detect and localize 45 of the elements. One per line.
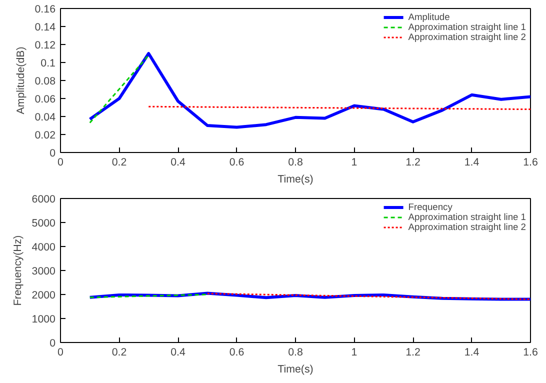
x-tick-label: 0 — [58, 346, 64, 358]
legend-label: Approximation straight line 1 — [408, 22, 526, 32]
x-axis-title: Time(s) — [278, 174, 314, 186]
y-tick-label: 0.08 — [34, 76, 56, 88]
y-tick-label: 3000 — [32, 266, 56, 278]
y-tick-label: 0 — [50, 148, 56, 160]
y-tick-label: 5000 — [32, 218, 56, 230]
y-tick-label: 2000 — [32, 290, 56, 302]
x-tick-label: 1.6 — [523, 346, 538, 358]
x-tick-label: 0 — [58, 156, 64, 168]
x-tick-label: 1.6 — [523, 156, 538, 168]
x-tick-label: 0.8 — [288, 156, 303, 168]
x-tick-label: 0.2 — [112, 346, 127, 358]
x-tick-label: 0.2 — [112, 156, 127, 168]
y-tick-label: 0 — [50, 338, 56, 350]
y-tick-label: 6000 — [32, 194, 56, 206]
x-tick-label: 1.2 — [406, 346, 420, 358]
x-tick-label: 1 — [351, 156, 358, 168]
x-tick-label: 1.4 — [464, 346, 480, 358]
x-tick-label: 0.4 — [170, 156, 186, 168]
legend-label: Approximation straight line 1 — [408, 212, 526, 222]
legend-label: Amplitude — [408, 12, 450, 22]
x-tick-label: 0.6 — [229, 346, 244, 358]
legend-label: Frequency — [408, 202, 452, 212]
line-series — [88, 52, 530, 129]
y-tick-label: 0.16 — [34, 4, 56, 16]
x-tick-label: 1.2 — [406, 156, 420, 168]
legend-label: Approximation straight line 2 — [408, 32, 526, 42]
x-tick-label: 0.4 — [170, 346, 186, 358]
y-tick-label: 0.1 — [40, 58, 56, 70]
x-tick-label: 0.8 — [288, 346, 303, 358]
y-tick-label: 1000 — [32, 314, 56, 326]
x-tick-label: 0.6 — [229, 156, 244, 168]
y-axis-title: Amplitude(dB) — [14, 46, 27, 114]
y-tick-label: 0.14 — [34, 22, 56, 34]
y-tick-label: 0.12 — [34, 40, 56, 52]
y-tick-label: 0.02 — [34, 130, 56, 142]
legend-label: Approximation straight line 2 — [408, 222, 526, 232]
y-axis-title: Frequency(Hz) — [12, 235, 24, 306]
x-tick-label: 1.4 — [464, 156, 480, 168]
y-tick-label: 0.06 — [34, 94, 56, 106]
y-tick-label: 4000 — [32, 242, 56, 254]
x-axis-title: Time(s) — [278, 364, 314, 376]
x-tick-label: 1 — [351, 346, 358, 358]
y-tick-label: 0.04 — [34, 112, 56, 124]
